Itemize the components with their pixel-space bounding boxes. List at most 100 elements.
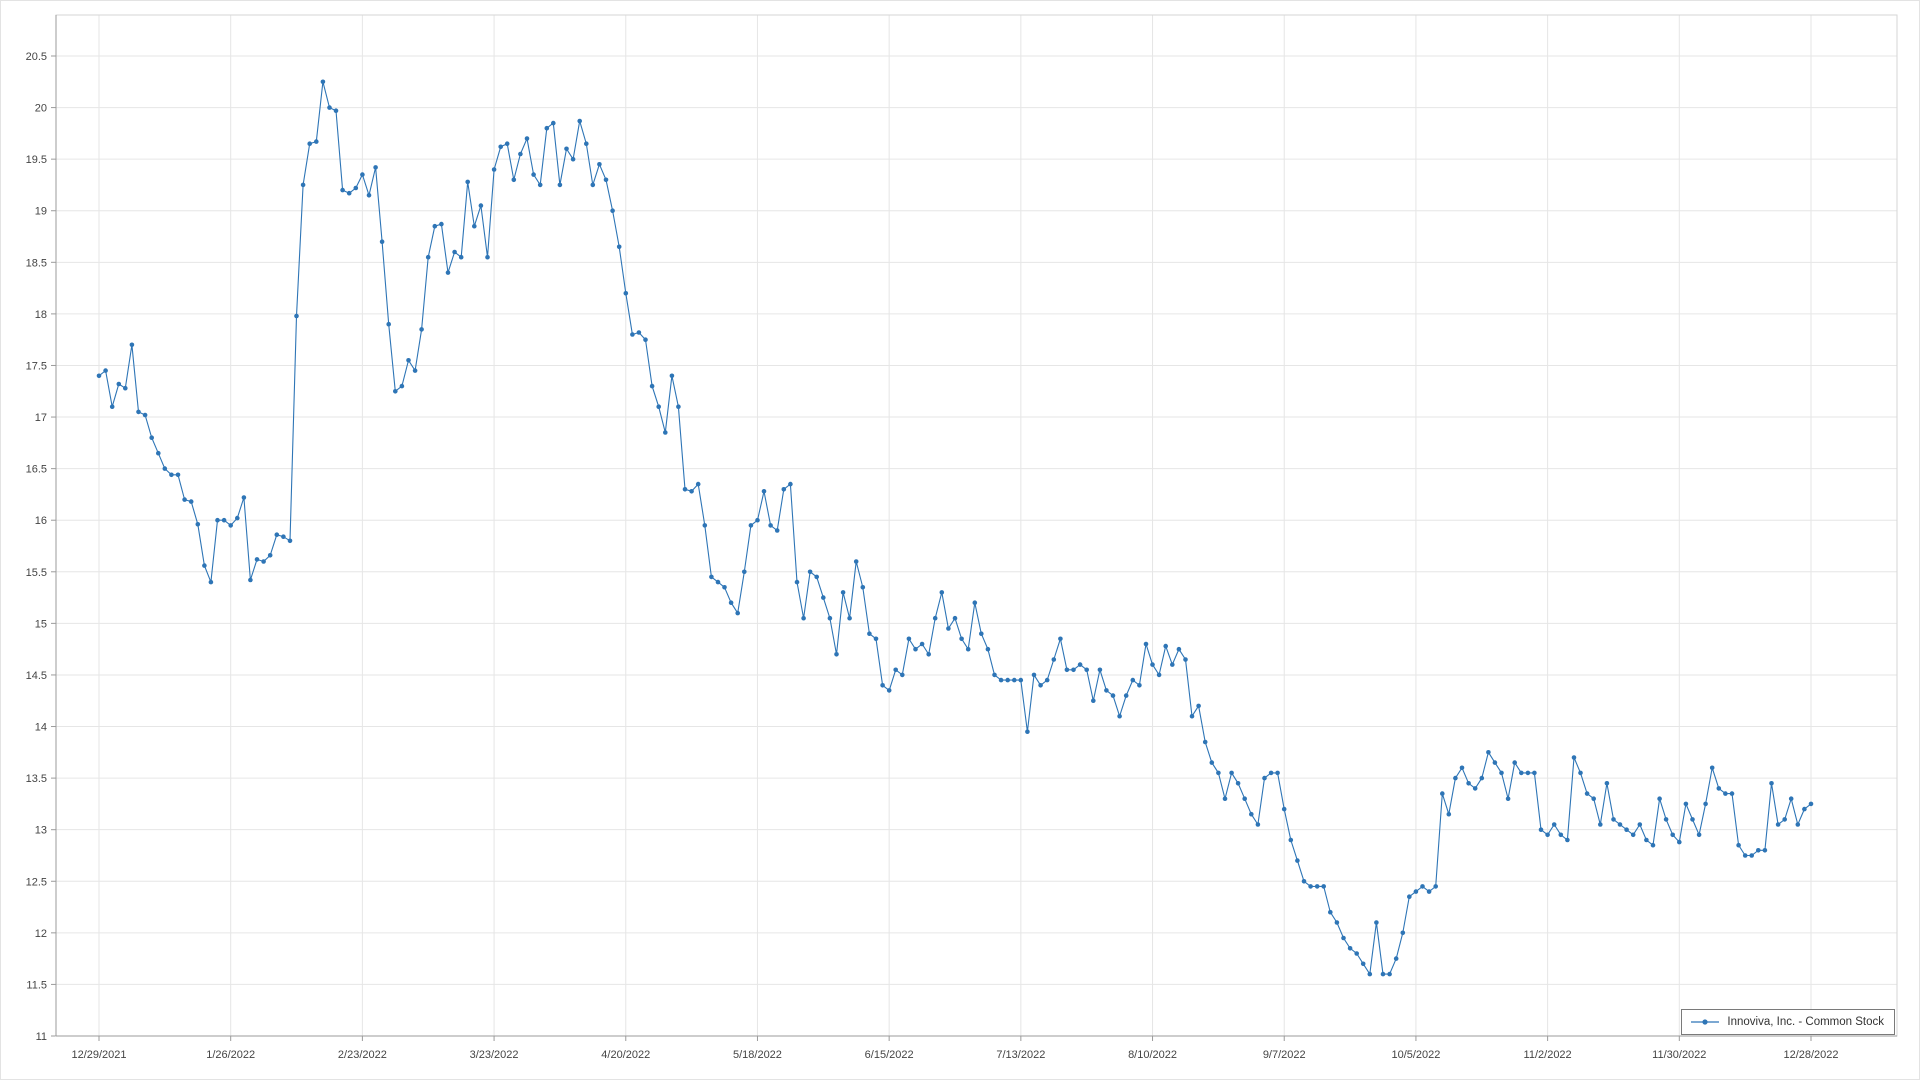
data-point-marker[interactable] (360, 172, 365, 177)
data-point-marker[interactable] (241, 495, 247, 500)
data-point-marker[interactable] (1038, 683, 1043, 688)
data-point-marker[interactable] (893, 667, 898, 673)
data-point-marker[interactable] (1044, 677, 1050, 683)
data-point-marker[interactable] (1268, 770, 1274, 776)
data-point-marker[interactable] (1288, 837, 1294, 843)
data-point-marker[interactable] (425, 254, 431, 260)
data-point-marker[interactable] (287, 538, 293, 544)
data-point-marker[interactable] (722, 585, 727, 590)
data-point-marker[interactable] (1663, 817, 1669, 822)
data-point-marker[interactable] (1538, 827, 1544, 832)
data-point-marker[interactable] (1380, 971, 1386, 977)
data-point-marker[interactable] (610, 208, 615, 213)
data-point-marker[interactable] (1611, 817, 1616, 822)
data-point-marker[interactable] (873, 636, 879, 642)
data-point-marker[interactable] (1532, 770, 1537, 776)
data-point-marker[interactable] (175, 472, 181, 478)
data-point-marker[interactable] (1091, 698, 1096, 703)
data-point-marker[interactable] (254, 557, 260, 562)
data-point-marker[interactable] (103, 368, 108, 373)
data-point-marker[interactable] (557, 182, 563, 188)
data-point-marker[interactable] (1058, 636, 1063, 642)
data-point-marker[interactable] (1104, 688, 1109, 693)
data-point-marker[interactable] (1782, 817, 1787, 822)
data-point-marker[interactable] (564, 146, 569, 152)
data-point-marker[interactable] (867, 631, 872, 636)
data-point-marker[interactable] (314, 139, 319, 144)
data-point-marker[interactable] (597, 162, 602, 167)
data-point-marker[interactable] (1110, 693, 1116, 698)
data-point-marker[interactable] (1189, 713, 1195, 719)
data-point-marker[interactable] (1031, 672, 1037, 678)
data-point-marker[interactable] (129, 342, 135, 348)
data-point-marker[interactable] (123, 385, 128, 391)
data-point-marker[interactable] (1729, 791, 1735, 796)
data-point-marker[interactable] (827, 615, 833, 621)
data-point-marker[interactable] (1769, 781, 1774, 786)
data-point-marker[interactable] (537, 182, 543, 188)
data-point-marker[interactable] (1367, 971, 1373, 977)
data-point-marker[interactable] (221, 517, 227, 523)
data-point-marker[interactable] (294, 313, 299, 319)
data-point-marker[interactable] (1308, 884, 1313, 889)
data-point-marker[interactable] (544, 125, 550, 131)
data-point-marker[interactable] (1446, 811, 1452, 817)
data-point-marker[interactable] (1565, 837, 1570, 843)
data-point-marker[interactable] (432, 223, 438, 229)
data-point-marker[interactable] (1374, 920, 1379, 925)
data-point-marker[interactable] (1512, 760, 1517, 765)
data-point-marker[interactable] (458, 254, 464, 260)
data-point-marker[interactable] (1163, 643, 1168, 649)
data-point-marker[interactable] (702, 523, 708, 528)
data-point-marker[interactable] (346, 190, 352, 196)
data-point-marker[interactable] (1420, 884, 1425, 889)
data-point-marker[interactable] (1683, 801, 1689, 807)
data-point-marker[interactable] (1756, 848, 1761, 853)
data-point-marker[interactable] (373, 165, 378, 170)
data-point-marker[interactable] (1670, 832, 1675, 838)
data-point-marker[interactable] (1064, 667, 1070, 673)
data-point-marker[interactable] (649, 383, 655, 389)
data-point-marker[interactable] (1762, 848, 1768, 853)
data-point-marker[interactable] (1486, 750, 1491, 755)
data-point-marker[interactable] (1222, 796, 1228, 801)
data-point-marker[interactable] (985, 646, 991, 652)
data-point-marker[interactable] (919, 641, 925, 647)
data-point-marker[interactable] (834, 652, 839, 657)
data-point-marker[interactable] (1249, 811, 1254, 817)
data-point-marker[interactable] (1472, 786, 1478, 791)
data-point-marker[interactable] (748, 523, 754, 528)
data-point-marker[interactable] (498, 144, 504, 150)
data-point-marker[interactable] (340, 187, 345, 193)
data-point-marker[interactable] (1578, 770, 1583, 776)
data-point-marker[interactable] (814, 574, 819, 580)
data-point-marker[interactable] (353, 185, 359, 191)
data-point-marker[interactable] (248, 577, 253, 583)
data-point-marker[interactable] (1742, 853, 1748, 858)
data-point-marker[interactable] (1551, 822, 1557, 827)
data-point-marker[interactable] (913, 646, 918, 652)
data-point-marker[interactable] (96, 373, 102, 379)
data-point-marker[interactable] (880, 683, 885, 688)
data-point-marker[interactable] (1716, 786, 1722, 791)
data-point-marker[interactable] (788, 481, 793, 487)
data-point-marker[interactable] (932, 615, 938, 621)
data-point-marker[interactable] (1723, 791, 1728, 796)
data-point-marker[interactable] (208, 579, 214, 585)
data-point-marker[interactable] (551, 120, 556, 126)
data-point-marker[interactable] (900, 672, 905, 678)
data-point-marker[interactable] (1525, 770, 1531, 776)
data-point-marker[interactable] (419, 327, 424, 332)
data-point-marker[interactable] (886, 688, 892, 693)
data-point-marker[interactable] (142, 412, 148, 418)
data-point-marker[interactable] (491, 167, 497, 172)
data-point-marker[interactable] (1709, 765, 1715, 771)
data-point-marker[interactable] (472, 223, 477, 229)
data-point-marker[interactable] (590, 182, 596, 188)
data-point-marker[interactable] (926, 652, 931, 657)
data-point-marker[interactable] (1624, 827, 1629, 832)
data-point-marker[interactable] (979, 631, 984, 636)
data-point-marker[interactable] (235, 515, 240, 521)
data-point-marker[interactable] (1281, 806, 1287, 812)
data-point-marker[interactable] (781, 487, 787, 492)
